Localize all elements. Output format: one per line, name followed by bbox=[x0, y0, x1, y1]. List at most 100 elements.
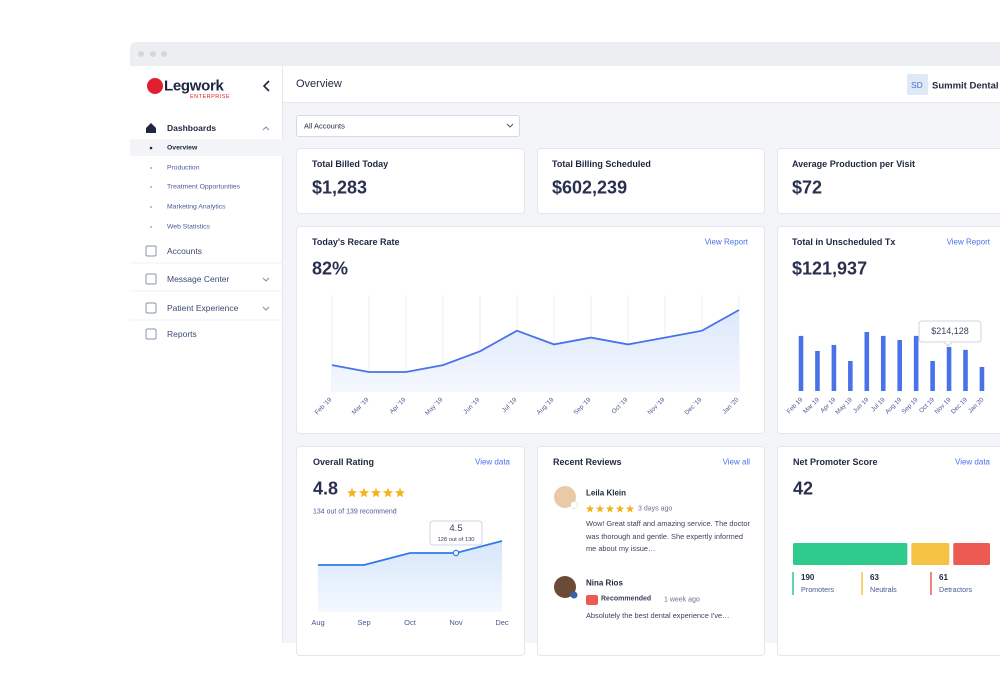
tooltip-label: $214,128 bbox=[931, 326, 969, 336]
nav-subitem[interactable]: Marketing Analytics bbox=[167, 203, 226, 211]
bar bbox=[848, 360, 853, 391]
stat-card bbox=[777, 148, 1000, 214]
stat-value: $1,283 bbox=[312, 177, 368, 198]
x-tick-label: Oct bbox=[404, 618, 417, 627]
avatar-initials: SD bbox=[911, 80, 923, 90]
x-tick-label: Aug '19 bbox=[535, 396, 555, 416]
bar bbox=[897, 340, 902, 391]
line bbox=[318, 540, 503, 566]
tooltip-detail: 128 out of 130 bbox=[437, 537, 474, 543]
stat-value: $602,239 bbox=[552, 177, 628, 198]
x-tick-label: Dec bbox=[495, 618, 509, 627]
x-tick-label: Aug bbox=[311, 618, 324, 627]
star bbox=[586, 504, 594, 513]
review-text: Wow! Great staff and amazing service. Th… bbox=[586, 519, 750, 553]
x-tick-label: Jul '19 bbox=[501, 396, 519, 414]
tooltip bbox=[429, 520, 483, 546]
bar bbox=[880, 335, 886, 391]
legend-label: Promoters bbox=[801, 585, 835, 594]
legend-count: 63 bbox=[870, 573, 879, 582]
star bbox=[606, 504, 614, 513]
review-badge: Recommended bbox=[601, 595, 652, 603]
card-link[interactable]: View Report bbox=[704, 237, 748, 247]
nav-subitem[interactable]: Web Statistics bbox=[167, 223, 210, 231]
highlight-point bbox=[452, 549, 460, 557]
chevron bbox=[262, 126, 270, 131]
x-tick-label: Jun '19 bbox=[462, 396, 482, 416]
brand-edition: ENTERPRISE bbox=[190, 94, 231, 100]
legend-label: Detractors bbox=[939, 585, 973, 594]
stat-label: Total Billing Scheduled bbox=[552, 159, 651, 169]
window-dot bbox=[150, 51, 156, 57]
source-badge bbox=[570, 501, 578, 509]
nav-item[interactable]: Patient Experience bbox=[167, 303, 239, 313]
nav-subitem[interactable]: Production bbox=[167, 164, 200, 172]
star bbox=[371, 487, 381, 498]
x-tick-label: Nov '19 bbox=[647, 396, 667, 416]
card-link[interactable]: View all bbox=[722, 457, 750, 467]
legend-count: 190 bbox=[801, 573, 815, 582]
chevron bbox=[262, 277, 270, 282]
nps-segment bbox=[953, 543, 990, 565]
nav-subitem[interactable]: Treatment Opportunities bbox=[167, 183, 241, 191]
card-link[interactable]: View data bbox=[475, 457, 510, 467]
filter-value: All Accounts bbox=[304, 121, 345, 131]
line bbox=[331, 309, 740, 373]
nav-item[interactable]: Message Center bbox=[167, 274, 230, 284]
nav-icon bbox=[146, 123, 156, 133]
bar bbox=[963, 349, 968, 391]
legend-count: 61 bbox=[939, 573, 948, 582]
recare-card bbox=[296, 226, 765, 434]
stat-label: Total Billed Today bbox=[312, 159, 389, 169]
bar bbox=[946, 346, 952, 391]
collapse-icon[interactable] bbox=[262, 80, 270, 92]
x-tick-label: Sep 19 bbox=[900, 396, 919, 415]
sidebar bbox=[130, 66, 283, 643]
x-tick-label: Apr '19 bbox=[388, 396, 407, 415]
nav-icon bbox=[145, 273, 157, 285]
card-link[interactable]: View data bbox=[955, 457, 990, 467]
account-name[interactable]: Summit Dental bbox=[932, 80, 999, 92]
nav-bullet bbox=[150, 206, 152, 208]
nav-item[interactable]: Dashboards bbox=[167, 123, 217, 133]
card-title: Net Promoter Score bbox=[793, 457, 878, 467]
star bbox=[383, 487, 393, 498]
x-tick-label: Mar '19 bbox=[351, 396, 371, 416]
card-link[interactable]: View Report bbox=[946, 237, 990, 247]
card-title: Recent Reviews bbox=[553, 457, 622, 467]
stat-card bbox=[296, 148, 525, 214]
bar bbox=[913, 335, 919, 391]
page-title: Overview bbox=[296, 78, 342, 90]
nav-bullet bbox=[150, 226, 152, 228]
review-time: 3 days ago bbox=[638, 505, 673, 513]
nav-item[interactable]: Accounts bbox=[167, 246, 202, 256]
nav-bullet bbox=[150, 167, 152, 169]
nav-subitem[interactable]: Overview bbox=[167, 144, 198, 152]
star bbox=[359, 487, 369, 498]
window-dot bbox=[161, 51, 167, 57]
nav-active bbox=[130, 140, 283, 156]
star bbox=[616, 504, 624, 513]
reviewer-avatar bbox=[554, 486, 576, 508]
window-dot bbox=[138, 51, 144, 57]
x-tick-label: Jun 19 bbox=[852, 396, 871, 415]
header bbox=[283, 66, 1000, 103]
card-value: 42 bbox=[793, 478, 814, 499]
legend-label: Neutrals bbox=[870, 585, 897, 594]
x-tick-label: Nov bbox=[449, 618, 463, 627]
nav-item[interactable]: Reports bbox=[167, 329, 197, 339]
stat-value: $72 bbox=[792, 177, 823, 198]
logo bbox=[147, 78, 163, 94]
card-value: 82% bbox=[312, 258, 349, 279]
review-text: Absolutely the best dental experience I'… bbox=[586, 611, 730, 620]
star bbox=[626, 504, 634, 513]
card-title: Overall Rating bbox=[313, 457, 375, 467]
x-tick-label: Aug 19 bbox=[884, 396, 903, 415]
recommend-icon bbox=[586, 595, 598, 605]
x-tick-label: Sep bbox=[357, 618, 370, 627]
star bbox=[395, 487, 405, 498]
nps-segment bbox=[793, 543, 908, 565]
stat-card bbox=[537, 148, 765, 214]
account-filter[interactable] bbox=[296, 115, 520, 137]
